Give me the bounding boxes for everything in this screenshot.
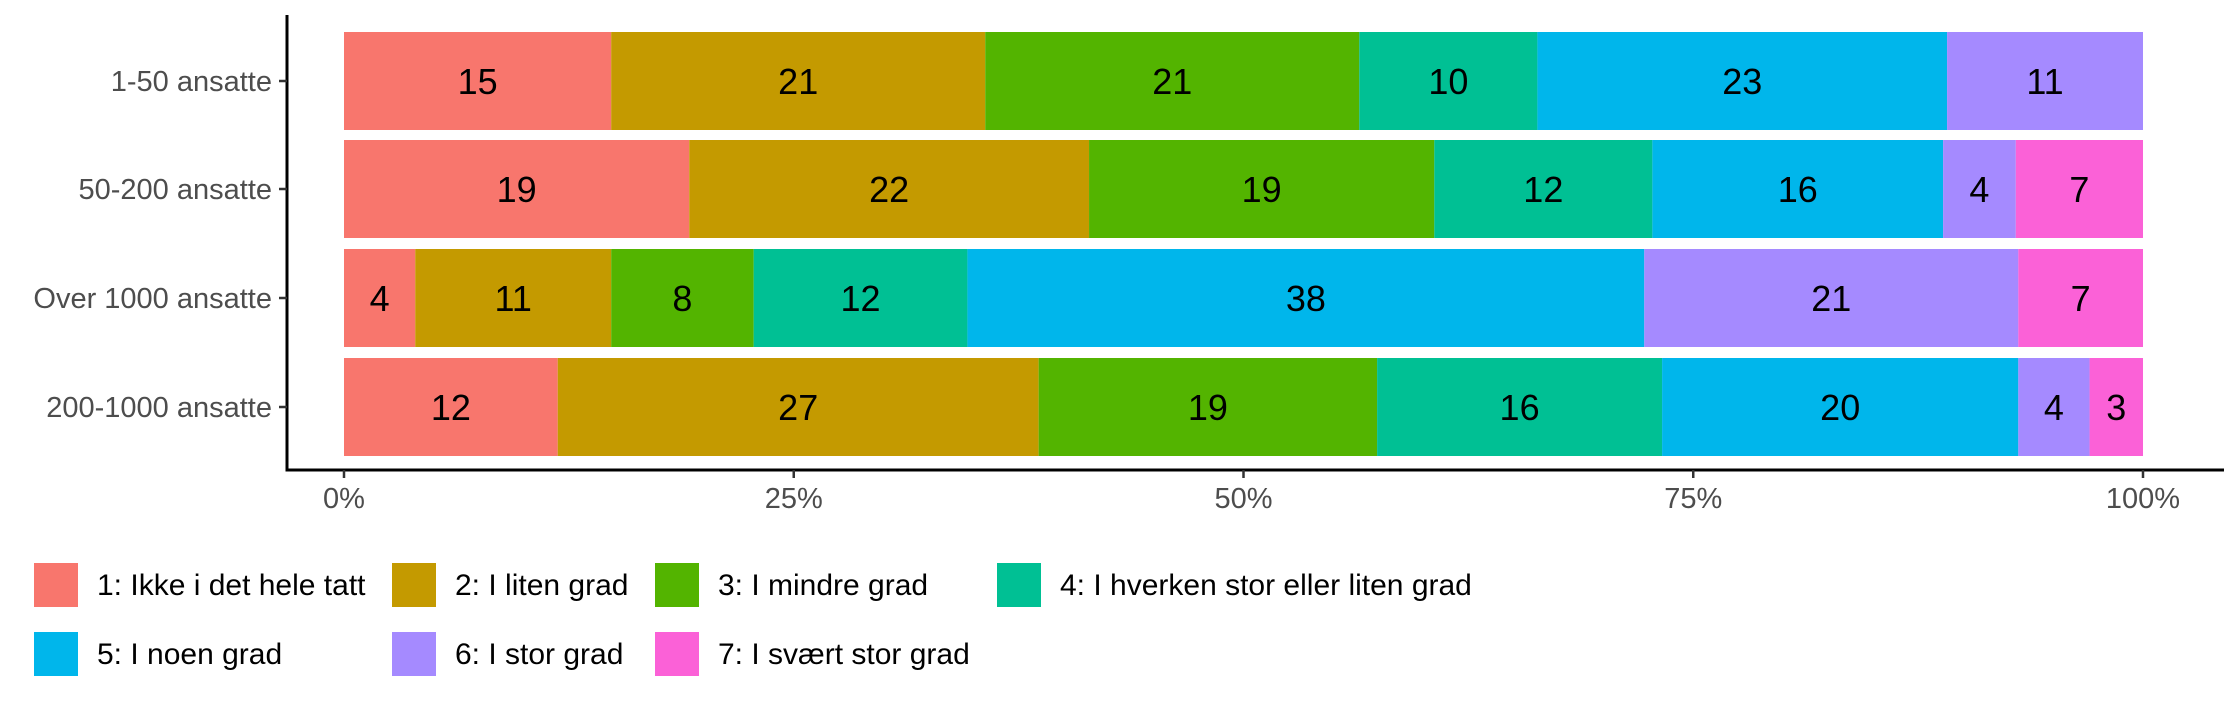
bars-group: 15 21 21 10 23 11 19 22 19 12 16 4 7 4 11 8 12 38 21 7 12 27 1…	[344, 32, 2143, 456]
legend-swatch	[34, 563, 78, 607]
legend-label: 2: I liten grad	[455, 569, 628, 602]
bar-segment	[689, 140, 1090, 238]
bar-segment	[2018, 358, 2090, 456]
legend-label: 4: I hverken stor eller liten grad	[1060, 569, 1472, 602]
bar-segment	[1537, 32, 1948, 130]
category-label: 200-1000 ansatte	[46, 392, 272, 424]
bar-segment	[1038, 358, 1378, 456]
data-label: 22	[869, 169, 909, 210]
bar-segment	[1377, 358, 1663, 456]
bar-segment	[1662, 358, 2019, 456]
legend: 1: Ikke i det hele tatt 2: I liten grad 3:…	[34, 563, 1472, 676]
bar-segment	[1652, 140, 1944, 238]
category-label: 50-200 ansatte	[79, 174, 272, 206]
legend-label: 7: I svært stor grad	[718, 638, 970, 671]
data-label: 23	[1722, 61, 1762, 102]
bar-segment	[1359, 32, 1538, 130]
bar-segment	[2089, 358, 2143, 456]
data-label: 8	[672, 278, 692, 319]
legend-label: 1: Ikke i det hele tatt	[97, 569, 366, 602]
legend-label: 6: I stor grad	[455, 638, 623, 671]
data-label: 19	[1242, 169, 1282, 210]
data-label: 38	[1286, 278, 1326, 319]
legend-swatch	[655, 632, 699, 676]
category-label: Over 1000 ansatte	[33, 283, 272, 315]
x-tick-label: 100%	[2106, 483, 2180, 515]
data-label: 4	[370, 278, 390, 319]
legend-swatch	[997, 563, 1041, 607]
data-label: 3	[2106, 387, 2126, 428]
data-label: 11	[495, 278, 532, 319]
data-label: 21	[1811, 278, 1851, 319]
data-label: 11	[2026, 61, 2063, 102]
legend-swatch	[392, 563, 436, 607]
bar-segment	[2015, 140, 2143, 238]
bar-segment	[1434, 140, 1653, 238]
data-label: 19	[497, 169, 537, 210]
legend-swatch	[392, 632, 436, 676]
data-label: 4	[1969, 169, 1989, 210]
category-label: 1-50 ansatte	[111, 66, 272, 98]
bar-segment	[415, 249, 612, 347]
data-label: 27	[778, 387, 818, 428]
bar-segment	[1644, 249, 2019, 347]
data-label: 19	[1188, 387, 1228, 428]
data-label: 12	[841, 278, 881, 319]
x-tick-label: 0%	[323, 483, 365, 515]
data-label: 15	[458, 61, 498, 102]
legend-label: 5: I noen grad	[97, 638, 282, 671]
bar-segment	[1089, 140, 1435, 238]
data-label: 7	[2069, 169, 2089, 210]
data-label: 10	[1428, 61, 1468, 102]
bar-segment	[1947, 32, 2143, 130]
legend-label: 3: I mindre grad	[718, 569, 928, 602]
legend-swatch	[655, 563, 699, 607]
bar-segment	[985, 32, 1360, 130]
bar-segment	[557, 358, 1039, 456]
data-label: 21	[1152, 61, 1192, 102]
axes-group: 1-50 ansatte 50-200 ansatte Over 1000 ansa…	[33, 15, 2224, 515]
bar-segment	[967, 249, 1645, 347]
bar-segment	[2018, 249, 2143, 347]
bar-segment	[611, 249, 754, 347]
legend-swatch	[34, 632, 78, 676]
data-label: 4	[2044, 387, 2064, 428]
data-label: 12	[1523, 169, 1563, 210]
data-label: 16	[1500, 387, 1540, 428]
bar-segment	[344, 358, 558, 456]
x-tick-label: 25%	[765, 483, 823, 515]
bar-segment	[344, 32, 612, 130]
bar-segment	[344, 140, 690, 238]
x-tick-label: 50%	[1214, 483, 1272, 515]
bar-segment	[1943, 140, 2016, 238]
data-label: 16	[1778, 169, 1818, 210]
data-label: 12	[431, 387, 471, 428]
data-label: 21	[778, 61, 818, 102]
bar-segment	[344, 249, 416, 347]
x-tick-label: 75%	[1664, 483, 1722, 515]
data-label: 20	[1820, 387, 1860, 428]
bar-segment	[753, 249, 968, 347]
bar-segment	[611, 32, 986, 130]
data-label: 7	[2071, 278, 2091, 319]
